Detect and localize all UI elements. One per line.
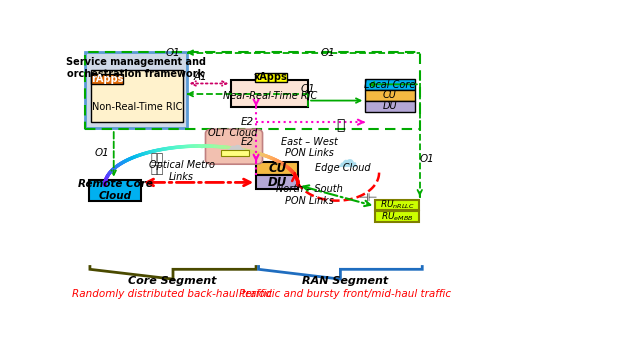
Text: RAN Segment: RAN Segment <box>302 276 388 285</box>
Text: ☁: ☁ <box>221 135 246 159</box>
FancyBboxPatch shape <box>89 179 141 201</box>
Text: Local Core: Local Core <box>364 80 416 90</box>
Text: Core Segment: Core Segment <box>127 276 216 285</box>
Text: CU: CU <box>268 162 286 175</box>
Text: O1: O1 <box>165 48 180 58</box>
FancyBboxPatch shape <box>365 100 415 112</box>
FancyBboxPatch shape <box>91 74 123 84</box>
FancyBboxPatch shape <box>375 211 419 222</box>
Text: $RU_{eMBB}$: $RU_{eMBB}$ <box>381 210 413 222</box>
FancyBboxPatch shape <box>91 70 182 122</box>
Text: O1: O1 <box>321 48 335 58</box>
FancyBboxPatch shape <box>255 72 287 82</box>
FancyBboxPatch shape <box>85 52 187 128</box>
FancyBboxPatch shape <box>256 162 298 175</box>
Text: Optical Metro
Links: Optical Metro Links <box>148 161 214 182</box>
FancyBboxPatch shape <box>365 79 415 90</box>
Text: Remote Core
Cloud: Remote Core Cloud <box>77 179 152 201</box>
FancyBboxPatch shape <box>205 129 262 164</box>
Text: Periodic and bursty front/mid-haul traffic: Periodic and bursty front/mid-haul traff… <box>239 289 451 299</box>
Text: ⬛⬛
⬛⬛: ⬛⬛ ⬛⬛ <box>150 153 163 175</box>
Text: ☁: ☁ <box>336 151 358 171</box>
FancyBboxPatch shape <box>375 200 419 210</box>
Text: Randomly distributed back-haul traffic: Randomly distributed back-haul traffic <box>72 289 272 299</box>
FancyBboxPatch shape <box>256 175 298 189</box>
Text: O1: O1 <box>420 154 435 163</box>
Text: Service management and
orchestration framework: Service management and orchestration fra… <box>66 57 206 79</box>
Text: OLT Cloud: OLT Cloud <box>208 128 257 138</box>
Text: A1: A1 <box>193 72 207 82</box>
Text: ⊣⊢: ⊣⊢ <box>358 193 378 203</box>
Text: E2: E2 <box>241 137 254 147</box>
FancyBboxPatch shape <box>221 150 248 156</box>
FancyBboxPatch shape <box>365 90 415 100</box>
FancyBboxPatch shape <box>231 80 308 107</box>
Text: DU: DU <box>268 176 287 189</box>
Text: Near-Real-Time RIC: Near-Real-Time RIC <box>223 91 317 101</box>
Text: rApps: rApps <box>91 74 124 84</box>
Text: $RU_{nRLLC}$: $RU_{nRLLC}$ <box>380 199 414 211</box>
Text: O1: O1 <box>301 83 316 94</box>
Text: DU: DU <box>383 101 397 111</box>
Text: Edge Cloud: Edge Cloud <box>315 163 371 173</box>
Text: East – West
PON Links: East – West PON Links <box>281 136 337 158</box>
Text: O1: O1 <box>95 148 109 158</box>
Text: Non-Real-Time RIC: Non-Real-Time RIC <box>92 102 182 112</box>
Text: 🗼: 🗼 <box>336 118 344 132</box>
Text: CU: CU <box>383 90 397 100</box>
Text: North – South
PON Links: North – South PON Links <box>276 184 342 206</box>
Text: E2: E2 <box>241 117 254 127</box>
Text: xApps: xApps <box>254 72 287 83</box>
